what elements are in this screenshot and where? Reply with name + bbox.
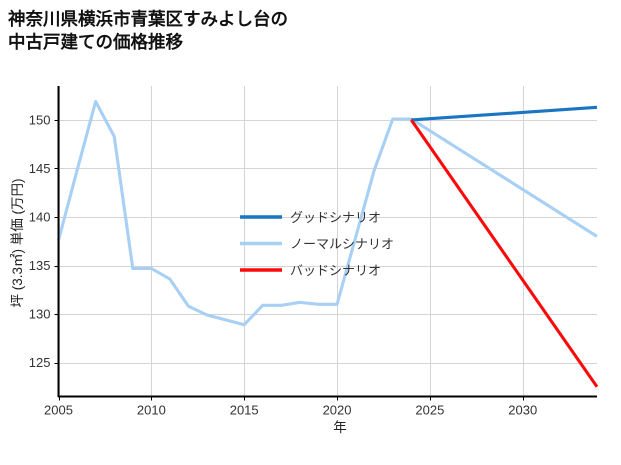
x-tick-label: 2030 [508,403,537,418]
x-tick-label: 2005 [44,403,73,418]
y-tick-label: 150 [29,112,51,127]
x-tick-labels-group: 2005 2010 2015 2020 2025 2030 [44,396,537,418]
series-line-2 [410,119,599,388]
x-tick-label: 2015 [230,403,259,418]
y-axis-title: 坪 (3.3㎡) 単価 (万円) [10,178,25,307]
x-tick-label: 2025 [415,403,444,418]
axes-group [57,86,597,398]
y-tick-labels-group: 125 130 135 140 145 150 [29,112,59,370]
y-tick-label: 145 [29,161,51,176]
series-line-0 [411,105,598,122]
y-tick-label: 125 [29,355,51,370]
x-axis-title: 年 [333,420,347,435]
series-line-1 [57,99,598,327]
legend-label-1: ノーマルシナリオ [290,237,394,252]
y-tick-label: 130 [29,307,51,322]
chart-title: 神奈川県横浜市青葉区すみよし台の 中古戸建ての価格推移 [8,9,288,53]
legend-label-2: バッドシナリオ [290,263,381,278]
x-tick-label: 2020 [323,403,352,418]
series-group [57,99,599,388]
y-tick-label: 140 [29,209,51,224]
legend-label-0: グッドシナリオ [290,210,381,225]
y-tick-label: 135 [29,258,51,273]
x-tick-label: 2010 [137,403,166,418]
